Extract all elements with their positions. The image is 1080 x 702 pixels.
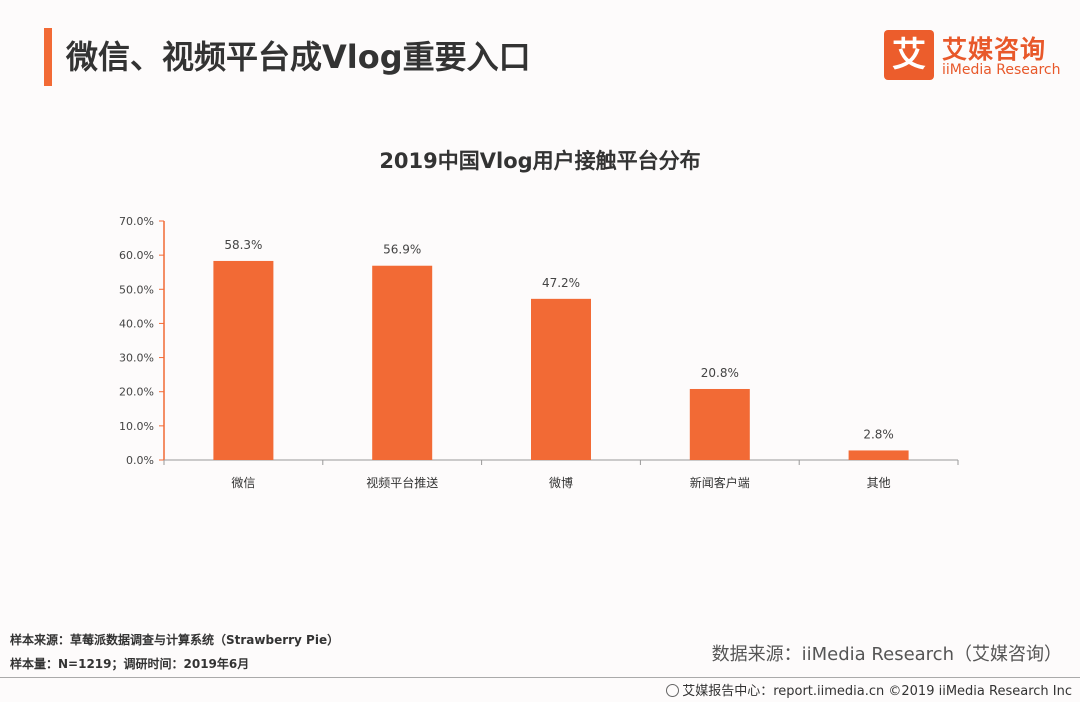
y-tick-label: 30.0% (119, 352, 154, 365)
category-label: 其他 (867, 476, 891, 490)
data-source-note: 数据来源：iiMedia Research（艾媒咨询） (711, 644, 1062, 665)
bar-chart: 0.0% 10.0% 20.0% 30.0% 40.0% 50.0% 60.0% 70.0% 5… (119, 215, 959, 490)
data-label: 20.8% (701, 366, 739, 380)
y-tick-label: 70.0% (119, 215, 154, 228)
bar (689, 388, 750, 460)
footer-bottom-text: 艾媒报告中心：report.iimedia.cn ©2019 iiMedia R… (682, 684, 1072, 699)
bar (848, 450, 909, 460)
brand-logo: 艾 艾媒咨询 iiMedia Research (884, 28, 1064, 84)
globe-icon (666, 684, 680, 697)
data-label: 2.8% (863, 427, 894, 441)
y-tick-label: 40.0% (119, 317, 154, 330)
chart-title: 2019中国Vlog用户接触平台分布 (379, 149, 701, 173)
page-title: 微信、视频平台成Vlog重要入口 (66, 38, 531, 76)
bar (213, 260, 274, 460)
footer-divider (0, 677, 1080, 678)
header-accent-bar (44, 28, 52, 86)
logo-mark-icon: 艾 (884, 30, 934, 80)
category-label: 微博 (549, 475, 573, 490)
sample-size-note: 样本量：N=1219；调研时间：2019年6月 (10, 657, 250, 671)
category-label: 视频平台推送 (366, 475, 438, 490)
data-label: 47.2% (542, 276, 580, 290)
y-tick-label: 0.0% (126, 454, 154, 467)
category-label: 新闻客户端 (690, 475, 750, 490)
y-tick-label: 60.0% (119, 249, 154, 262)
y-tick-label: 10.0% (119, 420, 154, 433)
footer-bottom-line: 艾媒报告中心：report.iimedia.cn ©2019 iiMedia R… (666, 680, 1072, 699)
logo-en-text: iiMedia Research (942, 62, 1061, 78)
bar (372, 265, 433, 460)
category-label: 微信 (231, 476, 255, 490)
sample-source-note: 样本来源：草莓派数据调查与计算系统（Strawberry Pie） (10, 633, 340, 647)
data-label: 58.3% (224, 238, 262, 252)
data-label: 56.9% (383, 243, 421, 257)
y-tick-label: 20.0% (119, 386, 154, 399)
y-tick-label: 50.0% (119, 283, 154, 296)
bar (531, 298, 591, 460)
logo-cn-text: 艾媒咨询 (942, 35, 1047, 64)
